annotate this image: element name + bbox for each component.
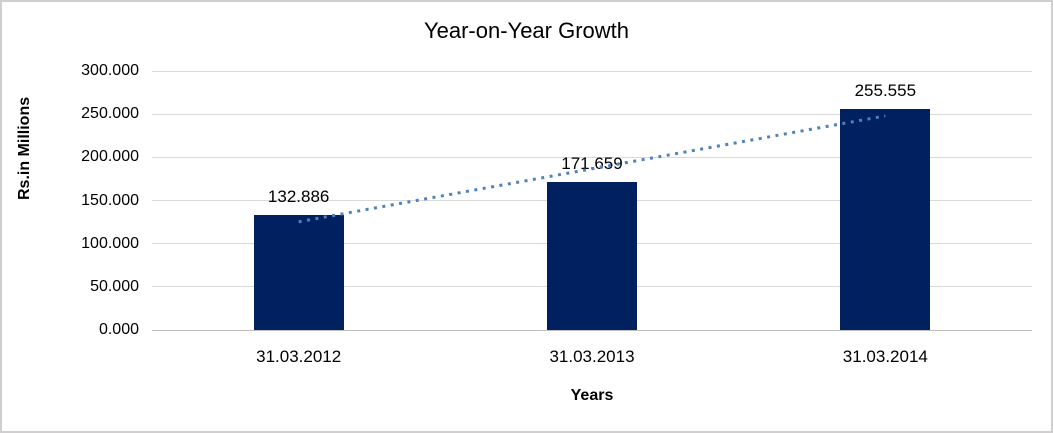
y-tick-label: 0.000: [98, 321, 139, 338]
category-label: 31.03.2014: [842, 347, 928, 366]
gridline: [152, 70, 1032, 72]
bar-31.03.2014: [840, 109, 931, 330]
y-tick-label: 200.000: [81, 148, 139, 166]
bar-31.03.2012: [253, 215, 344, 330]
x-axis-title: Years: [570, 387, 614, 404]
x-axis-line: [152, 329, 1032, 331]
data-label: 132.886: [267, 187, 330, 207]
chart-title: Year-on-Year Growth: [423, 18, 630, 43]
category-label: 31.03.2013: [549, 347, 635, 366]
data-label: 255.555: [854, 81, 917, 101]
y-tick-label: 250.000: [81, 105, 139, 123]
y-tick-label: 50.000: [90, 277, 139, 295]
bar-31.03.2013: [547, 181, 637, 330]
y-tick-label: 150.000: [81, 191, 139, 209]
data-label: 171.659: [561, 153, 623, 173]
category-label: 31.03.2012: [256, 347, 342, 366]
y-tick-label: 100.000: [81, 234, 139, 252]
gridline: [152, 113, 1032, 115]
y-tick-label: 300.000: [81, 62, 139, 79]
